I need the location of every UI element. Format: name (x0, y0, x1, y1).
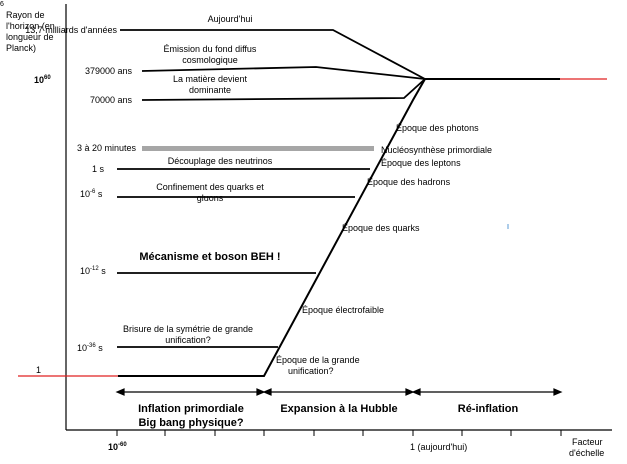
event-gut-break-2: unification? (165, 335, 211, 345)
phase-expansion: Expansion à la Hubble (280, 403, 398, 415)
y-axis-top-mark: 6 (0, 1, 4, 8)
epoch-nucleosynthesis: Nucléosynthèse primordiale (381, 145, 493, 155)
y-axis-title-4: Planck) (6, 43, 37, 53)
y-tick-low: 1 (36, 365, 42, 375)
y-tick-high: 1060 (34, 75, 51, 85)
epoch-guts-1: Époque de la grande (276, 355, 360, 365)
time-label-5: 1 s (91, 164, 104, 174)
time-label-7: 10-12 s (80, 266, 106, 276)
event-matter-2: dominante (188, 85, 232, 95)
epoch-quarks: Époque des quarks (342, 223, 420, 233)
horizon-curve (118, 78, 560, 377)
time-label-6: 10-6 s (80, 189, 103, 199)
event-confinement-1: Confinement des quarks et (156, 182, 264, 192)
phase-inflation-1: Inflation primordiale (138, 403, 244, 415)
event-beh: Mécanisme et boson BEH ! (139, 251, 281, 263)
nucleosynthesis-band (142, 146, 374, 151)
epoch-hadrons: Époque des hadrons (367, 177, 451, 187)
event-lines (117, 29, 426, 348)
event-today: Aujourd'hui (207, 14, 253, 24)
epoch-leptons: Époque des leptons (381, 158, 461, 168)
event-cmb-2: cosmologique (182, 55, 238, 65)
x-axis-title-2: d'échelle (569, 448, 605, 458)
time-label-1: 13,7 milliards d'années (25, 25, 117, 35)
x-tick-left: 10-60 (108, 442, 127, 452)
phase-reinflation: Ré-inflation (457, 403, 519, 415)
time-label-4: 3 à 20 minutes (76, 143, 136, 153)
y-axis-title-3: longueur de (6, 32, 54, 42)
y-axis-title-1: Rayon de (6, 10, 45, 20)
x-ticks (116, 430, 562, 436)
time-label-8: 10-36 s (77, 343, 103, 353)
event-gut-break-1: Brisure de la symétrie de grande (122, 324, 254, 334)
phase-arrows (115, 388, 563, 396)
epoch-guts-2: unification? (288, 366, 334, 376)
event-matter-1: La matière devient (172, 74, 248, 84)
x-axis-title-1: Facteur (572, 437, 603, 447)
y-axis-title-2: l'horizon (en (6, 21, 55, 31)
epoch-electroweak: Époque électrofaible (302, 305, 385, 315)
phase-inflation-2: Big bang physique? (138, 417, 244, 429)
time-label-3: 70000 ans (89, 95, 132, 105)
event-cmb-1: Émission du fond diffus (163, 44, 257, 54)
event-neutrinos: Découplage des neutrinos (167, 156, 273, 166)
event-confinement-2: gluons (196, 193, 224, 203)
time-label-2: 379000 ans (84, 66, 132, 76)
epoch-photons: Époque des photons (396, 123, 479, 133)
x-tick-right: 1 (aujourd'hui) (410, 442, 468, 452)
